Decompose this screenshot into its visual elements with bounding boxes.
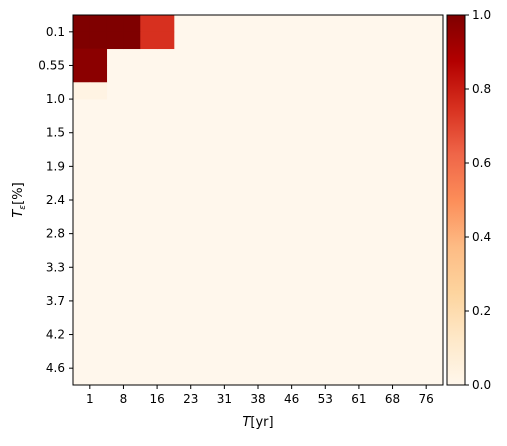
y-axis-label-unit: [%] [11, 182, 26, 205]
y-axis-ticks: 0.1 0.55 1.0 1.5 1.9 2.4 2.8 3.3 3.7 4.2 4.6 [38, 25, 73, 375]
y-tick-label: 0.1 [46, 25, 65, 39]
x-axis-label: T[yr] [242, 415, 273, 430]
heatmap-cell [73, 65, 91, 83]
x-axis-label-symbol: T [242, 415, 251, 430]
heatmap-cell [89, 65, 108, 83]
y-tick-label: 1.5 [46, 126, 65, 140]
y-axis-label-subscript: ε [18, 205, 28, 210]
x-tick-label: 68 [385, 392, 400, 406]
y-tick-label: 1.9 [46, 159, 65, 173]
y-tick-label: 3.7 [46, 294, 65, 308]
heatmap-cell [73, 15, 91, 33]
y-axis-label-symbol: T [11, 209, 26, 218]
y-tick-label: 0.55 [38, 58, 65, 72]
colorbar [446, 14, 466, 386]
heatmap-cell [123, 31, 141, 50]
heatmap-cell [89, 82, 108, 100]
heatmap-cell [89, 15, 108, 33]
heatmap-cell [89, 48, 108, 66]
heatmap-cell [73, 48, 91, 66]
x-tick-label: 23 [183, 392, 198, 406]
x-axis-label-unit: [yr] [250, 415, 273, 430]
heatmap-cell [106, 15, 124, 33]
colorbar-tick-label: 0.0 [472, 378, 491, 392]
colorbar-ticks: 0.0 0.2 0.4 0.6 0.8 1.0 [465, 8, 491, 392]
y-tick-label: 1.0 [46, 92, 65, 106]
x-tick-label: 61 [351, 392, 366, 406]
heatmap-cell [157, 31, 175, 50]
heatmap-cells [73, 15, 443, 385]
x-tick-label: 16 [149, 392, 164, 406]
x-tick-label: 76 [419, 392, 434, 406]
colorbar-tick-label: 0.6 [472, 156, 491, 170]
y-axis-label: Tε[%] [11, 182, 28, 217]
heatmap-cell [140, 31, 158, 50]
x-tick-label: 31 [217, 392, 232, 406]
colorbar-tick-label: 1.0 [472, 8, 491, 22]
x-tick-label: 46 [284, 392, 299, 406]
heatmap-cell [89, 31, 108, 50]
heatmap-cell [106, 31, 124, 50]
x-tick-label: 8 [120, 392, 128, 406]
heatmap-cell [157, 15, 175, 33]
colorbar-tick-label: 0.4 [472, 230, 491, 244]
y-tick-label: 4.2 [46, 328, 65, 342]
heatmap-cell [73, 31, 91, 50]
colorbar-tick-label: 0.8 [472, 82, 491, 96]
y-tick-label: 2.8 [46, 227, 65, 241]
heatmap-cell [140, 15, 158, 33]
x-tick-label: 38 [250, 392, 265, 406]
y-tick-label: 2.4 [46, 193, 65, 207]
heatmap-cell [73, 82, 91, 100]
y-tick-label: 3.3 [46, 260, 65, 274]
colorbar-tick-label: 0.2 [472, 304, 491, 318]
x-axis-ticks: 1 8 16 23 31 38 46 53 61 68 76 [86, 385, 434, 406]
x-tick-label: 1 [86, 392, 94, 406]
heatmap-background [73, 15, 443, 385]
y-tick-label: 4.6 [46, 361, 65, 375]
heatmap-cell [123, 15, 141, 33]
x-tick-label: 53 [318, 392, 333, 406]
